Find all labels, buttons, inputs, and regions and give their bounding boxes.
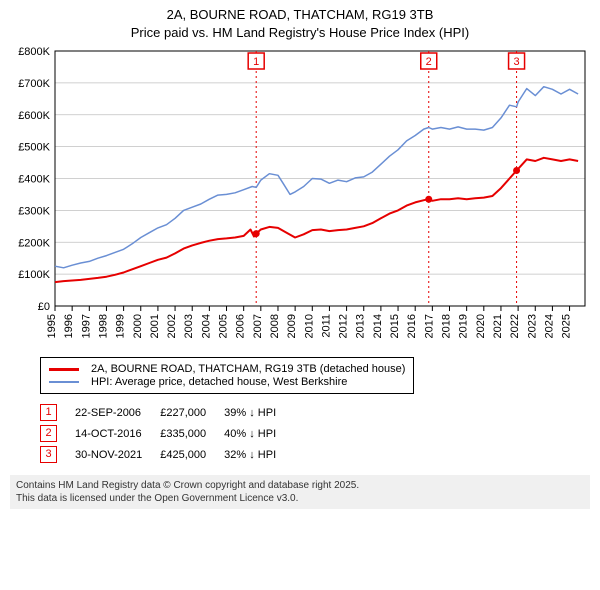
svg-text:2003: 2003 <box>183 314 195 338</box>
transaction-row: 3 30-NOV-2021£425,00032% ↓ HPI <box>40 444 294 465</box>
tx-marker-icon: 3 <box>40 446 57 463</box>
svg-text:2014: 2014 <box>372 314 384 338</box>
svg-text:2010: 2010 <box>303 314 315 338</box>
svg-text:£500K: £500K <box>18 142 50 154</box>
legend-row-price-paid: 2A, BOURNE ROAD, THATCHAM, RG19 3TB (det… <box>49 363 405 375</box>
svg-text:£400K: £400K <box>18 174 50 186</box>
tx-marker-icon: 1 <box>40 404 57 421</box>
svg-text:2004: 2004 <box>200 314 212 338</box>
svg-text:2021: 2021 <box>492 314 504 338</box>
svg-text:2002: 2002 <box>166 314 178 338</box>
svg-text:2005: 2005 <box>218 314 230 338</box>
legend: 2A, BOURNE ROAD, THATCHAM, RG19 3TB (det… <box>40 357 414 394</box>
legend-label: HPI: Average price, detached house, West… <box>91 376 347 388</box>
svg-text:2: 2 <box>426 56 432 68</box>
legend-swatch <box>49 368 79 371</box>
svg-text:2012: 2012 <box>338 314 350 338</box>
svg-text:1999: 1999 <box>115 314 127 338</box>
svg-text:£100K: £100K <box>18 269 50 281</box>
footer-line-1: Contains HM Land Registry data © Crown c… <box>16 479 584 492</box>
tx-diff: 40% ↓ HPI <box>224 423 294 444</box>
tx-date: 30-NOV-2021 <box>75 444 160 465</box>
chart-title: 2A, BOURNE ROAD, THATCHAM, RG19 3TB Pric… <box>10 6 590 41</box>
transaction-row: 2 14-OCT-2016£335,00040% ↓ HPI <box>40 423 294 444</box>
legend-label: 2A, BOURNE ROAD, THATCHAM, RG19 3TB (det… <box>91 363 405 375</box>
svg-text:1995: 1995 <box>46 314 58 338</box>
svg-text:2020: 2020 <box>475 314 487 338</box>
svg-text:2008: 2008 <box>269 314 281 338</box>
svg-text:1996: 1996 <box>63 314 75 338</box>
tx-diff: 39% ↓ HPI <box>224 402 294 423</box>
svg-text:£200K: £200K <box>18 237 50 249</box>
svg-text:2013: 2013 <box>355 314 367 338</box>
svg-text:£600K: £600K <box>18 110 50 122</box>
svg-text:2022: 2022 <box>509 314 521 338</box>
svg-text:£700K: £700K <box>18 78 50 90</box>
transaction-row: 1 22-SEP-2006£227,00039% ↓ HPI <box>40 402 294 423</box>
svg-text:1: 1 <box>253 56 259 68</box>
line-chart-svg: £0 £100K £200K £300K £400K £500K £600K £700K £80… <box>10 41 590 351</box>
svg-text:2009: 2009 <box>286 314 298 338</box>
svg-text:2018: 2018 <box>440 314 452 338</box>
title-line-1: 2A, BOURNE ROAD, THATCHAM, RG19 3TB <box>10 6 590 24</box>
attribution-footer: Contains HM Land Registry data © Crown c… <box>10 475 590 509</box>
footer-line-2: This data is licensed under the Open Gov… <box>16 492 584 505</box>
svg-text:2016: 2016 <box>406 314 418 338</box>
legend-row-hpi: HPI: Average price, detached house, West… <box>49 376 405 388</box>
svg-text:£800K: £800K <box>18 46 50 58</box>
svg-text:1998: 1998 <box>97 314 109 338</box>
svg-text:2019: 2019 <box>458 314 470 338</box>
svg-text:£300K: £300K <box>18 205 50 217</box>
transactions-table: 1 22-SEP-2006£227,00039% ↓ HPI 2 14-OCT-201… <box>40 402 294 465</box>
tx-price: £425,000 <box>160 444 224 465</box>
svg-text:2025: 2025 <box>561 314 573 338</box>
tx-price: £227,000 <box>160 402 224 423</box>
tx-date: 22-SEP-2006 <box>75 402 160 423</box>
svg-text:2024: 2024 <box>543 314 555 338</box>
svg-text:2015: 2015 <box>389 314 401 338</box>
legend-swatch <box>49 381 79 383</box>
svg-text:2017: 2017 <box>423 314 435 338</box>
tx-price: £335,000 <box>160 423 224 444</box>
tx-marker-cell: 2 <box>40 423 75 444</box>
tx-marker-cell: 3 <box>40 444 75 465</box>
tx-date: 14-OCT-2016 <box>75 423 160 444</box>
title-line-2: Price paid vs. HM Land Registry's House … <box>10 24 590 42</box>
svg-text:2000: 2000 <box>132 314 144 338</box>
svg-text:2006: 2006 <box>235 314 247 338</box>
chart-area: £0 £100K £200K £300K £400K £500K £600K £700K £80… <box>10 41 590 351</box>
tx-marker-icon: 2 <box>40 425 57 442</box>
svg-text:2007: 2007 <box>252 314 264 338</box>
svg-text:2001: 2001 <box>149 314 161 338</box>
svg-text:1997: 1997 <box>80 314 92 338</box>
svg-text:2011: 2011 <box>320 314 332 338</box>
svg-text:2023: 2023 <box>526 314 538 338</box>
tx-diff: 32% ↓ HPI <box>224 444 294 465</box>
tx-marker-cell: 1 <box>40 402 75 423</box>
svg-text:3: 3 <box>514 56 520 68</box>
svg-text:£0: £0 <box>38 301 50 313</box>
